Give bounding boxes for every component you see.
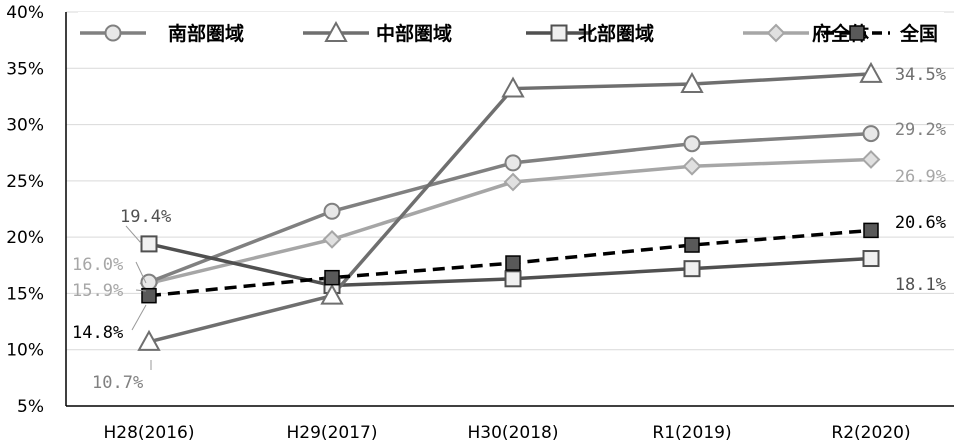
data-label: 18.1% bbox=[895, 275, 946, 295]
data-point-triangle bbox=[320, 283, 344, 305]
data-label: 15.9% bbox=[72, 281, 123, 301]
data-point-diamond bbox=[766, 23, 786, 43]
data-label: 20.6% bbox=[895, 213, 946, 233]
x-tick-label: H28(2016) bbox=[104, 423, 195, 443]
data-point-triangle bbox=[859, 61, 883, 83]
data-point-circle bbox=[323, 202, 341, 220]
leader-line bbox=[125, 225, 142, 244]
leader-line bbox=[131, 304, 147, 331]
data-label: 34.5% bbox=[895, 65, 946, 85]
data-label: 29.2% bbox=[895, 120, 946, 140]
data-point-circle bbox=[862, 125, 880, 143]
data-point-square bbox=[862, 250, 880, 268]
leader-line bbox=[135, 289, 147, 292]
series-line bbox=[148, 72, 872, 344]
data-point-square-filled bbox=[684, 237, 700, 253]
legend-entry: 中部圏域 bbox=[376, 22, 452, 45]
data-label: 16.0% bbox=[72, 255, 123, 275]
data-point-diamond bbox=[503, 172, 523, 192]
x-tick-label: R1(2019) bbox=[652, 423, 731, 443]
y-tick-label: 5% bbox=[17, 397, 44, 417]
data-point-diamond bbox=[861, 150, 881, 169]
y-tick-label: 40% bbox=[6, 3, 44, 23]
data-point-circle bbox=[504, 154, 522, 172]
data-point-square bbox=[140, 235, 158, 253]
data-point-diamond bbox=[682, 156, 702, 176]
data-point-square-filled bbox=[141, 287, 157, 304]
x-tick-label: H30(2018) bbox=[468, 423, 559, 443]
data-point-triangle bbox=[137, 329, 161, 351]
y-tick-label: 10% bbox=[6, 341, 44, 361]
data-point-triangle bbox=[501, 76, 525, 98]
legend-entry: 北部圏域 bbox=[578, 22, 654, 45]
x-tick-label: H29(2017) bbox=[287, 423, 378, 443]
data-point-square-filled bbox=[863, 222, 879, 239]
data-point-square bbox=[550, 24, 568, 42]
data-point-circle bbox=[683, 135, 701, 153]
data-point-triangle bbox=[680, 71, 704, 94]
data-label: 10.7% bbox=[92, 373, 143, 393]
y-tick-label: 15% bbox=[6, 284, 44, 304]
data-label: 26.9% bbox=[895, 167, 946, 187]
y-tick-label: 30% bbox=[6, 116, 44, 136]
data-point-square-filled bbox=[505, 255, 521, 271]
leader-line bbox=[135, 261, 147, 284]
data-point-square bbox=[504, 270, 522, 288]
data-point-triangle bbox=[324, 20, 348, 42]
x-tick-label: R2(2020) bbox=[831, 423, 910, 443]
legend-entry: 全国 bbox=[899, 22, 938, 45]
data-point-diamond bbox=[322, 229, 342, 249]
y-tick-label: 20% bbox=[6, 228, 44, 248]
data-label: 19.4% bbox=[120, 207, 171, 227]
legend-entry: 南部圏域 bbox=[168, 22, 244, 45]
y-tick-label: 25% bbox=[6, 172, 44, 192]
legend-box bbox=[78, 12, 944, 48]
data-point-square-filled bbox=[849, 25, 865, 41]
data-label: 14.8% bbox=[72, 323, 123, 343]
data-point-circle bbox=[104, 24, 122, 42]
data-point-circle bbox=[140, 273, 158, 291]
data-point-square-filled bbox=[324, 269, 340, 286]
y-tick-label: 35% bbox=[6, 59, 44, 79]
data-point-square bbox=[683, 260, 701, 278]
